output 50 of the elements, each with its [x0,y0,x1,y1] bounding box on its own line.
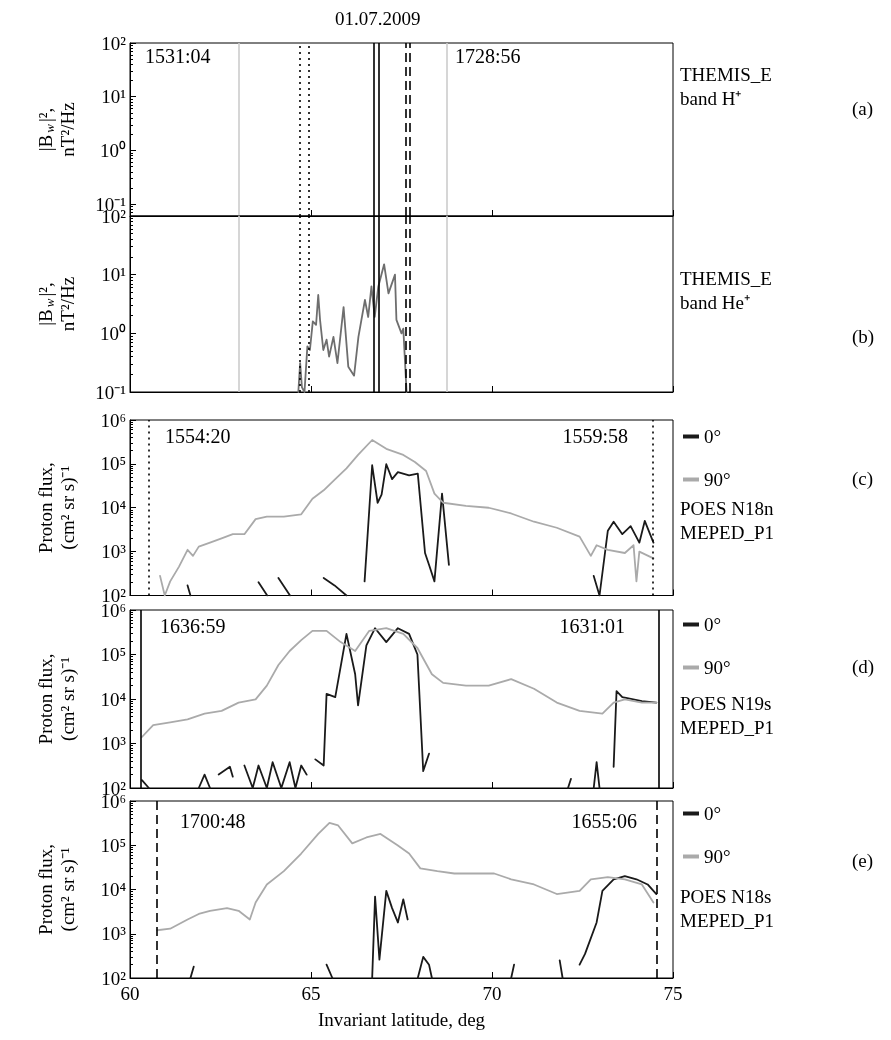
y-tick-label: 10⁴ [100,688,127,710]
annotation: 1655:06 [571,810,638,832]
y-axis-title: Proton flux, (cm² sr s)⁻¹ [34,653,79,745]
text: POES N18s MEPED_P1 [680,885,774,931]
annotation: 1531:04 [145,45,211,67]
text: THEMIS_E band He⁺ [680,267,772,313]
text: (a) [852,98,874,120]
y-tick-label: 10⁻¹ [95,381,127,403]
text: POES N19s MEPED_P1 [680,692,774,738]
y-tick-label: 10⁵ [100,453,126,475]
annotation: 1631:01 [559,615,626,637]
text: (e) [852,850,874,872]
annotation: 1559:58 [562,425,629,447]
text: THEMIS_E band H⁺ [680,63,772,109]
y-axis-title: Proton flux, (cm² sr s)⁻¹ [34,844,79,935]
legend-label: 90° [704,469,731,490]
annotation: 1636:59 [160,615,226,637]
text: (b) [852,326,875,348]
y-tick-label: 10⁴ [100,879,127,900]
y-tick-label: 10¹ [101,86,127,108]
x-tick-label: 75 [663,983,683,1004]
text: POES N18n MEPED_P1 [680,497,774,543]
x-tick-label: 60 [120,983,140,1004]
y-axis-title: Proton flux, (cm² sr s)⁻¹ [34,462,79,554]
y-tick-label: 10⁵ [100,834,126,856]
annotation: 1728:56 [455,45,521,67]
text: (d) [852,656,875,678]
y-tick-label: 10² [101,32,127,54]
annotation: 1554:20 [165,425,231,447]
y-tick-label: 10⁰ [100,322,126,344]
x-tick-label: 65 [301,983,321,1004]
line-series [297,263,408,393]
y-tick-label: 10³ [101,541,127,563]
legend-label: 0° [704,426,722,447]
x-axis-title: Invariant latitude, deg [317,1009,486,1030]
annotation: 1700:48 [180,810,246,832]
y-tick-label: 10⁶ [100,409,126,431]
legend-label: 90° [704,846,731,867]
legend-label: 0° [704,803,722,824]
chart-title: 01.07.2009 [335,8,421,29]
y-tick-label: 10³ [101,923,127,945]
legend-label: 90° [704,657,731,678]
y-tick-label: 10³ [101,733,127,754]
y-tick-label: 10⁵ [100,644,126,665]
y-tick-label: 10⁴ [100,497,127,519]
text: (c) [852,468,874,490]
y-tick-label: 10¹ [101,264,127,286]
x-tick-label: 70 [482,983,502,1004]
y-tick-label: 10⁰ [100,139,126,161]
legend-label: 0° [704,614,722,635]
